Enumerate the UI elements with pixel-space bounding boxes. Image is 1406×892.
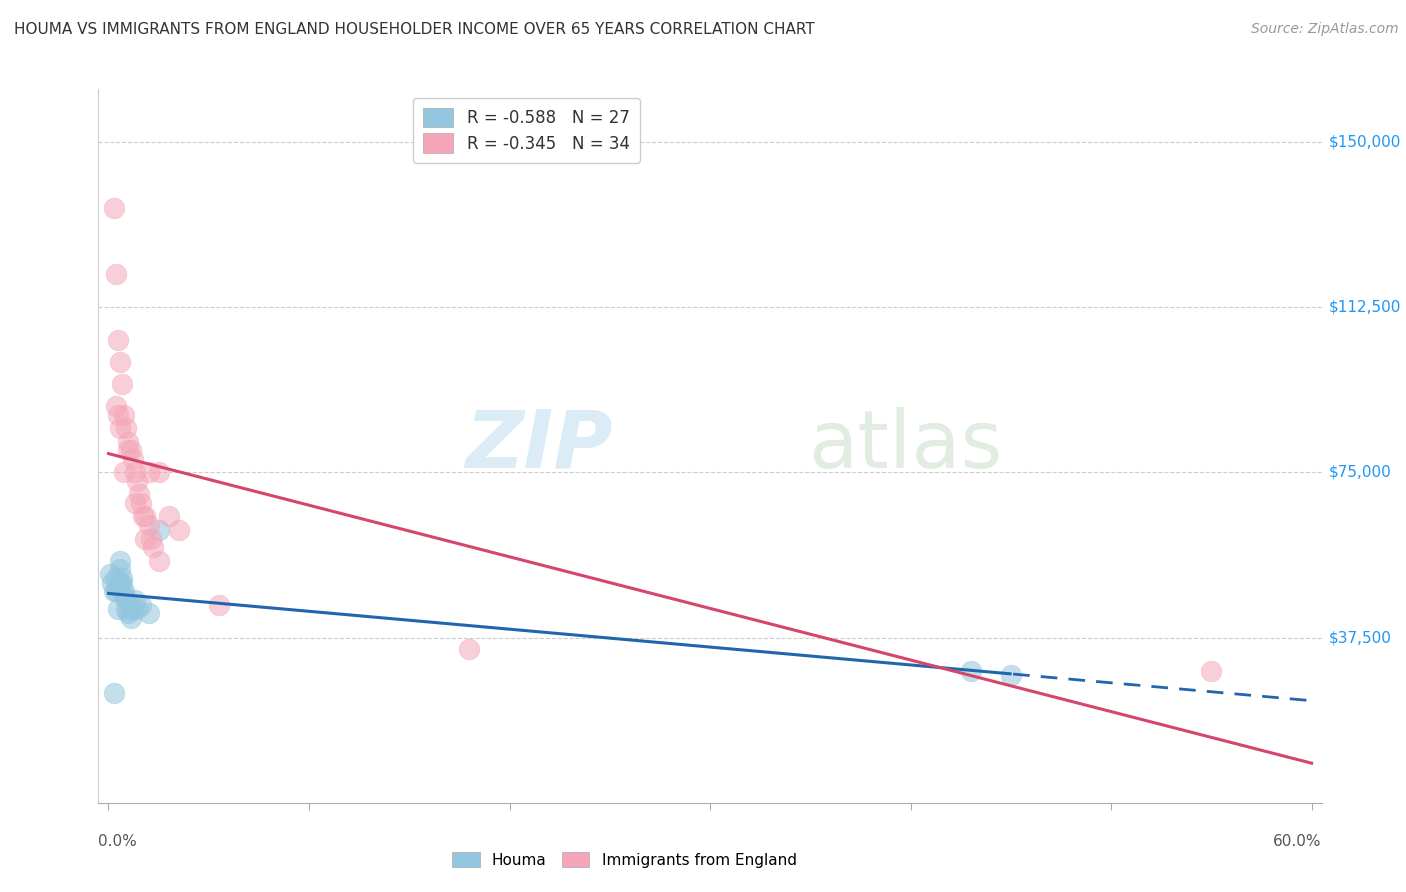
Point (110, 562, 132, 576)
Point (115, 593, 138, 607)
Point (103, 686, 125, 700)
Point (148, 523, 170, 537)
Point (110, 553, 132, 567)
Point (121, 452, 143, 467)
Point (105, 267, 128, 281)
Text: $75,000: $75,000 (1329, 465, 1392, 480)
Point (1201, 664, 1223, 678)
Point (125, 602, 148, 616)
Point (114, 408, 136, 422)
Point (111, 571, 134, 585)
Point (128, 487, 150, 501)
Point (124, 593, 146, 607)
Point (117, 607, 139, 621)
Point (107, 333, 129, 347)
Point (107, 408, 129, 422)
Point (959, 664, 981, 678)
Point (120, 443, 142, 458)
Text: $37,500: $37,500 (1329, 630, 1392, 645)
Point (167, 523, 190, 537)
Point (138, 607, 160, 621)
Point (105, 400, 128, 414)
Text: $150,000: $150,000 (1329, 135, 1400, 150)
Point (134, 532, 156, 546)
Text: Source: ZipAtlas.com: Source: ZipAtlas.com (1251, 22, 1399, 37)
Point (103, 584, 125, 599)
Text: 60.0%: 60.0% (1274, 834, 1322, 849)
Point (208, 598, 231, 612)
Point (111, 377, 134, 392)
Text: $112,500: $112,500 (1329, 300, 1400, 315)
Point (107, 602, 129, 616)
Point (148, 466, 170, 480)
Point (103, 201, 125, 215)
Point (148, 553, 170, 567)
Point (110, 575, 132, 590)
Point (115, 421, 138, 435)
Point (129, 496, 152, 510)
Point (124, 496, 146, 510)
Text: atlas: atlas (808, 407, 1002, 485)
Point (117, 434, 139, 449)
Legend: Houma, Immigrants from England: Houma, Immigrants from England (446, 846, 803, 873)
Point (110, 355, 132, 369)
Point (107, 580, 129, 594)
Point (124, 466, 146, 480)
Point (114, 589, 136, 603)
Point (142, 541, 165, 555)
Point (125, 475, 148, 489)
Point (131, 509, 153, 524)
Point (138, 466, 160, 480)
Point (1000, 668, 1022, 682)
Point (115, 602, 138, 616)
Point (100, 566, 122, 581)
Text: 0.0%: 0.0% (98, 834, 138, 849)
Point (105, 571, 128, 585)
Point (120, 611, 142, 625)
Text: ZIP: ZIP (465, 407, 612, 485)
Point (458, 641, 481, 656)
Point (139, 532, 162, 546)
Point (101, 575, 124, 590)
Point (114, 466, 136, 480)
Point (105, 584, 128, 599)
Point (157, 509, 180, 524)
Point (110, 421, 132, 435)
Point (114, 584, 136, 599)
Point (117, 443, 139, 458)
Point (111, 575, 134, 590)
Text: HOUMA VS IMMIGRANTS FROM ENGLAND HOUSEHOLDER INCOME OVER 65 YEARS CORRELATION CH: HOUMA VS IMMIGRANTS FROM ENGLAND HOUSEHO… (14, 22, 815, 37)
Point (134, 509, 156, 524)
Point (138, 518, 160, 533)
Point (121, 602, 143, 616)
Point (129, 598, 152, 612)
